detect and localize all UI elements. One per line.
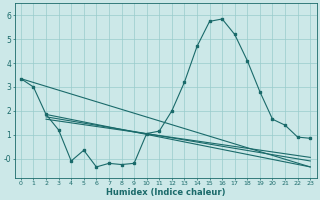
X-axis label: Humidex (Indice chaleur): Humidex (Indice chaleur) bbox=[106, 188, 225, 197]
